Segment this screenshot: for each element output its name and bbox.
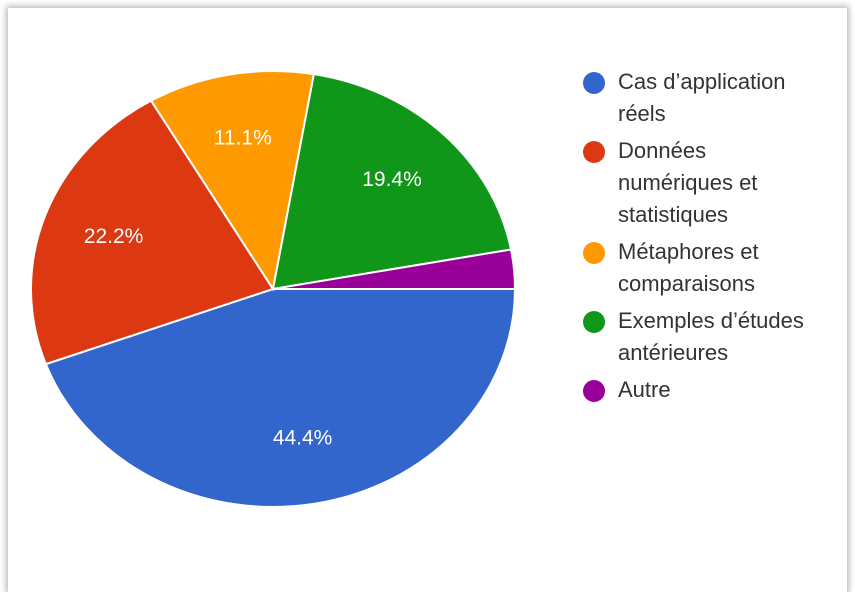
pie-slice-2: [149, 70, 316, 292]
legend-label: Métaphores et comparaisons: [618, 239, 759, 296]
legend-item: Métaphores et comparaisons: [583, 236, 845, 300]
legend-item: Cas d’application réels: [583, 66, 845, 130]
legend-item: Autre: [583, 374, 845, 406]
legend-swatch: [583, 311, 605, 333]
slice-value-label: 19.4%: [362, 168, 422, 191]
pie-slice-4: [272, 248, 517, 290]
legend-label: Cas d’application réels: [618, 69, 786, 126]
slice-value-label: 44.4%: [273, 427, 333, 450]
pie-slice-1: [30, 99, 275, 366]
pie-labels: 44.4% 22.2% 11.1% 19.4%: [84, 126, 422, 449]
legend-swatch: [583, 242, 605, 264]
legend-label: Exemples d’études antérieures: [618, 308, 804, 365]
legend-swatch: [583, 141, 605, 163]
slice-value-label: 11.1%: [214, 126, 272, 149]
legend-item: Exemples d’études antérieures: [583, 305, 845, 369]
chart-legend: Cas d’application réels Données numérique…: [583, 66, 845, 411]
pie-slice-0: [44, 288, 517, 508]
pie-slice-3: [271, 72, 513, 291]
legend-label: Données numériques et statistiques: [618, 138, 758, 227]
slice-value-label: 22.2%: [84, 225, 144, 248]
legend-item: Données numériques et statistiques: [583, 135, 845, 231]
legend-swatch: [583, 380, 605, 402]
pie-slices: [30, 70, 517, 508]
legend-label: Autre: [618, 377, 671, 402]
legend-swatch: [583, 72, 605, 94]
